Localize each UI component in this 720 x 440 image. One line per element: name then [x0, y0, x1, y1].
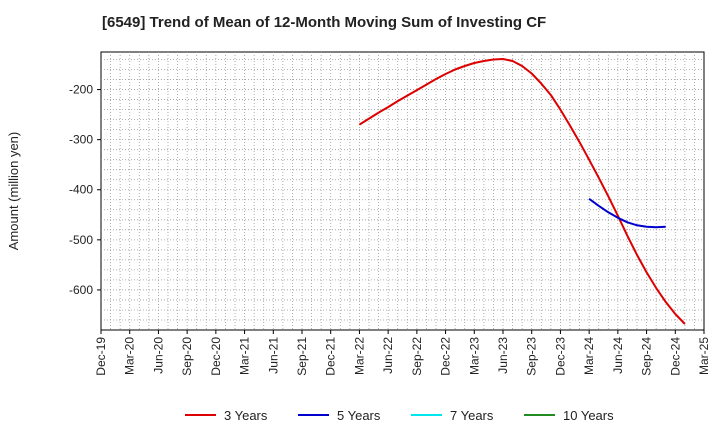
x-tick-label: Jun-22 — [381, 337, 395, 374]
chart-title: [6549] Trend of Mean of 12-Month Moving … — [102, 14, 547, 31]
x-tick-label: Mar-23 — [467, 337, 481, 375]
x-tick-label: Sep-21 — [295, 337, 309, 376]
y-axis-ticks: -200 -300 -400 -500 -600 — [69, 83, 101, 297]
x-tick-label: Dec-22 — [439, 337, 453, 376]
legend: 3 Years 5 Years 7 Years 10 Years — [185, 408, 614, 423]
x-tick-label: Dec-20 — [209, 337, 223, 376]
x-tick-label: Mar-20 — [123, 337, 137, 375]
y-tick-label: -200 — [69, 83, 93, 97]
x-tick-label: Dec-19 — [94, 337, 108, 376]
y-tick-label: -400 — [69, 183, 93, 197]
y-tick-label: -300 — [69, 133, 93, 147]
x-tick-label: Jun-24 — [611, 337, 625, 374]
legend-label-7-years: 7 Years — [450, 408, 494, 423]
x-tick-label: Sep-20 — [180, 337, 194, 376]
legend-label-3-years: 3 Years — [224, 408, 268, 423]
x-axis-ticks: Dec-19 Mar-20 Jun-20 Sep-20 Dec-20 Mar-21 Jun-… — [94, 330, 711, 376]
x-tick-label: Jun-20 — [151, 337, 165, 374]
x-tick-label: Dec-21 — [324, 337, 338, 376]
x-tick-label: Mar-21 — [238, 337, 252, 375]
x-tick-label: Jun-21 — [266, 337, 280, 374]
x-tick-label: Jun-23 — [496, 337, 510, 374]
y-tick-label: -500 — [69, 233, 93, 247]
legend-label-10-years: 10 Years — [563, 408, 614, 423]
grid — [101, 52, 704, 330]
y-axis-title: Amount (million yen) — [6, 132, 21, 251]
x-tick-label: Mar-24 — [582, 337, 596, 375]
x-tick-label: Dec-24 — [668, 337, 682, 376]
x-tick-label: Mar-22 — [352, 337, 366, 375]
x-tick-label: Mar-25 — [697, 337, 711, 375]
plot-area — [100, 51, 705, 331]
series-line-3-years — [358, 58, 686, 325]
x-tick-label: Sep-23 — [525, 337, 539, 376]
x-tick-label: Dec-23 — [553, 337, 567, 376]
y-tick-label: -600 — [69, 283, 93, 297]
legend-label-5-years: 5 Years — [337, 408, 381, 423]
x-tick-label: Sep-22 — [410, 337, 424, 376]
series-lines — [358, 58, 686, 325]
x-tick-label: Sep-24 — [640, 337, 654, 376]
series-line-5-years — [588, 197, 666, 229]
